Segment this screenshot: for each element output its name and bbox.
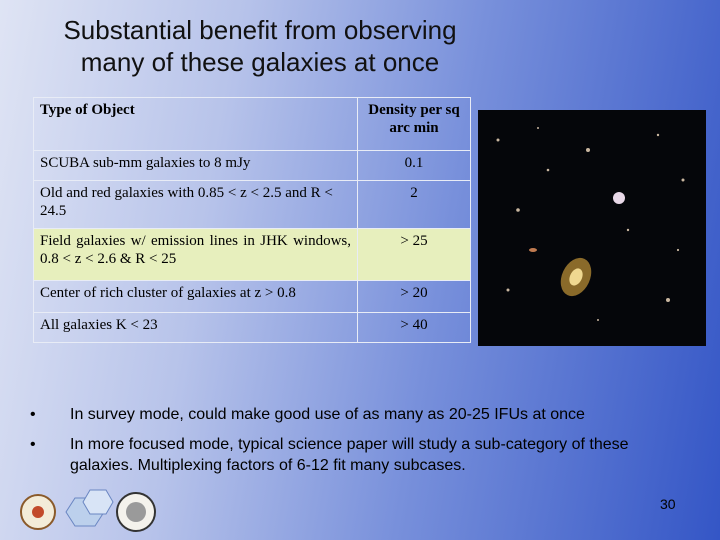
cell: Field galaxies w/ emission lines in JHK … — [33, 228, 358, 281]
cell: 2 — [357, 180, 471, 229]
table-row: Field galaxies w/ emission lines in JHK … — [33, 228, 471, 281]
bullet: • In more focused mode, typical science p… — [30, 436, 629, 474]
bullet-list: • In survey mode, could make good use of … — [30, 404, 670, 485]
cell: All galaxies K < 23 — [33, 312, 358, 343]
title-line: many of these galaxies at once — [80, 47, 440, 77]
cell: > 20 — [357, 280, 471, 313]
table-row: All galaxies K < 23 > 40 — [33, 312, 471, 343]
cell: > 25 — [357, 228, 471, 281]
cell: SCUBA sub-mm galaxies to 8 mJy — [33, 150, 358, 181]
page-number: 30 — [660, 496, 676, 512]
slide-title: Substantial benefit from observing many … — [20, 14, 500, 78]
header-row: Type of Object Density per sq arc min — [33, 97, 471, 151]
table-row: Center of rich cluster of galaxies at z … — [33, 280, 471, 313]
logos — [20, 489, 156, 532]
cell: Center of rich cluster of galaxies at z … — [33, 280, 358, 313]
header-cell: Density per sq arc min — [357, 97, 471, 151]
title-line: Substantial benefit from observing — [63, 15, 457, 45]
cell: Old and red galaxies with 0.85 < z < 2.5… — [33, 180, 358, 229]
table-row: SCUBA sub-mm galaxies to 8 mJy 0.1 — [33, 150, 471, 181]
bullet-text: In more focused mode, typical science pa… — [70, 436, 629, 474]
header-cell: Type of Object — [33, 97, 358, 151]
bullet: • In survey mode, could make good use of … — [30, 406, 585, 423]
density-table: Type of Object Density per sq arc min SC… — [33, 97, 471, 343]
cell: 0.1 — [357, 150, 471, 181]
table-row: Old and red galaxies with 0.85 < z < 2.5… — [33, 180, 471, 229]
deep-field-image — [478, 110, 706, 346]
cell: > 40 — [357, 312, 471, 343]
bullet-text: In survey mode, could make good use of a… — [70, 406, 585, 423]
